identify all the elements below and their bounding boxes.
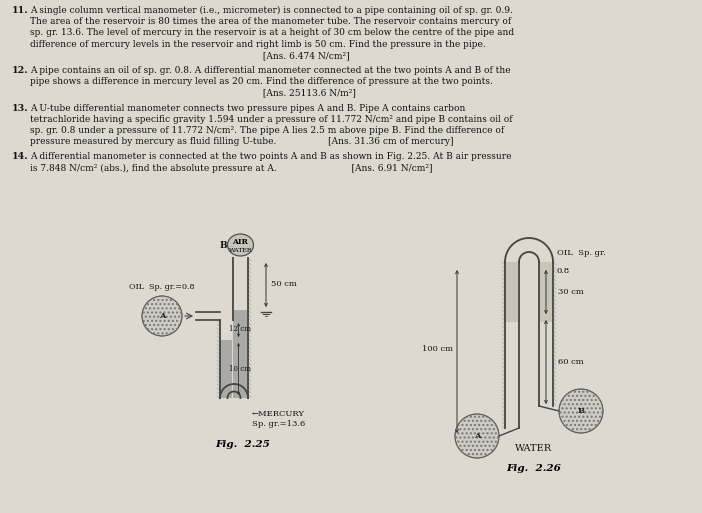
Text: is 7.848 N/cm² (abs.), find the absolute pressure at A.                         : is 7.848 N/cm² (abs.), find the absolute… xyxy=(30,164,432,173)
Text: sp. gr. 0.8 under a pressure of 11.772 N/cm². The pipe A lies 2.5 m above pipe B: sp. gr. 0.8 under a pressure of 11.772 N… xyxy=(30,126,504,135)
Text: ←MERCURY: ←MERCURY xyxy=(252,410,305,418)
Text: Sp. gr.=13.6: Sp. gr.=13.6 xyxy=(252,420,305,428)
Text: Fig.  2.25: Fig. 2.25 xyxy=(216,440,270,449)
Text: OIL  Sp. gr.=0.8: OIL Sp. gr.=0.8 xyxy=(129,283,194,291)
Text: OIL  Sp. gr.: OIL Sp. gr. xyxy=(557,249,606,257)
Text: AIR: AIR xyxy=(232,238,249,246)
Text: pressure measured by mercury as fluid filling U-tube.                  [Ans. 31.: pressure measured by mercury as fluid fi… xyxy=(30,137,453,146)
Text: pipe shows a difference in mercury level as 20 cm. Find the difference of pressu: pipe shows a difference in mercury level… xyxy=(30,77,493,86)
Text: The area of the reservoir is 80 times the area of the manometer tube. The reserv: The area of the reservoir is 80 times th… xyxy=(30,17,511,26)
Text: 12 cm: 12 cm xyxy=(230,325,251,333)
Text: [Ans. 25113.6 N/m²]: [Ans. 25113.6 N/m²] xyxy=(30,88,356,97)
Text: [Ans. 6.474 N/cm²]: [Ans. 6.474 N/cm²] xyxy=(30,51,350,60)
Text: A: A xyxy=(159,312,165,320)
Bar xyxy=(540,262,552,322)
Text: 30 cm: 30 cm xyxy=(558,288,584,296)
Text: 14.: 14. xyxy=(12,152,29,162)
Text: 11.: 11. xyxy=(12,6,29,15)
Text: A: A xyxy=(474,432,480,440)
Ellipse shape xyxy=(227,234,253,256)
Text: A single column vertical manometer (i.e., micrometer) is connected to a pipe con: A single column vertical manometer (i.e.… xyxy=(30,6,513,15)
Text: WATER: WATER xyxy=(515,444,552,453)
Text: difference of mercury levels in the reservoir and right limb is 50 cm. Find the : difference of mercury levels in the rese… xyxy=(30,40,486,49)
Circle shape xyxy=(559,389,603,433)
Circle shape xyxy=(142,296,182,336)
Text: 60 cm: 60 cm xyxy=(558,358,583,366)
Text: A U-tube differential manometer connects two pressure pipes A and B. Pipe A cont: A U-tube differential manometer connects… xyxy=(30,104,465,112)
Text: 0.8: 0.8 xyxy=(557,267,570,275)
Text: 100 cm: 100 cm xyxy=(422,345,453,353)
Circle shape xyxy=(455,414,499,458)
Bar xyxy=(505,262,519,322)
Text: A pipe contains an oil of sp. gr. 0.8. A differential manometer connected at the: A pipe contains an oil of sp. gr. 0.8. A… xyxy=(30,66,510,75)
Text: Fig.  2.26: Fig. 2.26 xyxy=(507,464,562,473)
Text: B: B xyxy=(578,407,585,415)
Bar xyxy=(220,340,232,398)
Text: B: B xyxy=(220,241,227,249)
Text: sp. gr. 13.6. The level of mercury in the reservoir is at a height of 30 cm belo: sp. gr. 13.6. The level of mercury in th… xyxy=(30,28,514,37)
Text: 50 cm: 50 cm xyxy=(271,280,297,288)
Bar xyxy=(234,310,248,398)
Text: 13.: 13. xyxy=(12,104,29,112)
Text: tetrachloride having a specific gravity 1.594 under a pressure of 11.772 N/cm² a: tetrachloride having a specific gravity … xyxy=(30,115,512,124)
Text: 10 cm: 10 cm xyxy=(230,365,251,373)
Text: A differential manometer is connected at the two points A and B as shown in Fig.: A differential manometer is connected at… xyxy=(30,152,512,162)
Text: 12.: 12. xyxy=(12,66,29,75)
Text: WATER: WATER xyxy=(229,247,252,252)
